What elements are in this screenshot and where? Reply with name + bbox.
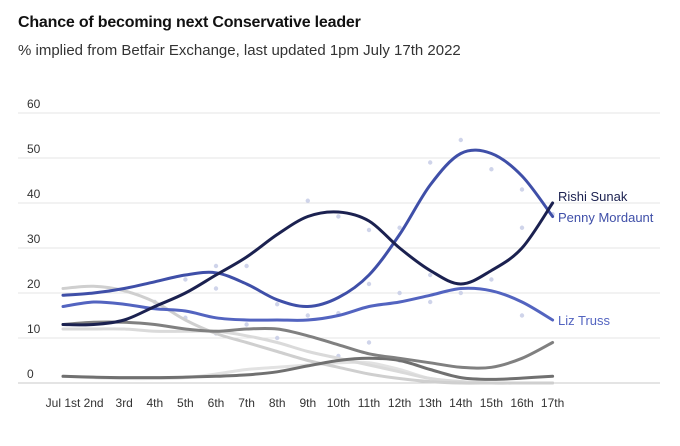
series-line [61, 148, 555, 309]
series-line [61, 286, 555, 322]
series-label: Penny Mordaunt [558, 210, 654, 225]
series-line [61, 356, 555, 381]
y-tick-label: 50 [27, 142, 41, 156]
data-point [275, 302, 280, 307]
y-tick-label: 20 [27, 277, 41, 291]
x-tick-label: 3rd [116, 396, 133, 410]
x-tick-label: 13th [419, 396, 442, 410]
data-point [519, 225, 525, 230]
data-point [397, 225, 402, 230]
data-point [244, 322, 249, 327]
data-point [489, 277, 494, 282]
data-point [366, 281, 372, 287]
series-label: Rishi Sunak [558, 189, 628, 204]
x-tick-label: 16th [510, 396, 533, 410]
y-tick-label: 60 [27, 97, 41, 111]
series-line [61, 320, 555, 370]
x-tick-label: 2nd [84, 396, 104, 410]
x-tick-label: 5th [177, 396, 194, 410]
chart-title: Chance of becoming next Conservative lea… [18, 14, 361, 31]
data-point [244, 263, 249, 269]
x-tick-label: 12th [388, 396, 411, 410]
x-tick-label: Jul 1st [46, 396, 81, 410]
x-tick-label: 4th [146, 396, 163, 410]
x-tick-label: 15th [480, 396, 503, 410]
series-label: Liz Truss [558, 313, 611, 328]
x-tick-label: 11th [358, 396, 380, 410]
y-tick-label: 0 [27, 367, 34, 381]
y-tick-label: 30 [27, 232, 41, 246]
x-tick-label: 10th [327, 396, 350, 410]
data-point [275, 335, 280, 341]
chart-subtitle: % implied from Betfair Exchange, last up… [18, 42, 461, 59]
data-point [397, 290, 402, 296]
y-tick-label: 10 [27, 322, 41, 336]
data-point [489, 167, 494, 172]
data-point [366, 340, 372, 345]
y-tick-label: 40 [27, 187, 41, 201]
data-point [305, 198, 310, 203]
data-point [213, 286, 219, 291]
data-point [213, 263, 219, 269]
x-tick-label: 14th [449, 396, 472, 410]
data-point [428, 160, 433, 165]
series-line [61, 284, 555, 385]
x-tick-label: 9th [299, 396, 316, 410]
data-point [519, 313, 525, 318]
series-line [61, 201, 555, 327]
x-tick-label: 8th [269, 396, 286, 410]
data-point [305, 313, 310, 318]
data-point [336, 214, 341, 219]
x-tick-label: 6th [208, 396, 225, 410]
x-tick-label: 7th [238, 396, 255, 410]
data-point [428, 299, 433, 305]
x-tick-label: 17th [541, 396, 564, 410]
data-point [519, 187, 525, 192]
data-point [366, 227, 372, 233]
data-point [458, 290, 463, 296]
data-point [428, 272, 433, 278]
data-point [458, 137, 463, 143]
data-point [183, 277, 188, 282]
